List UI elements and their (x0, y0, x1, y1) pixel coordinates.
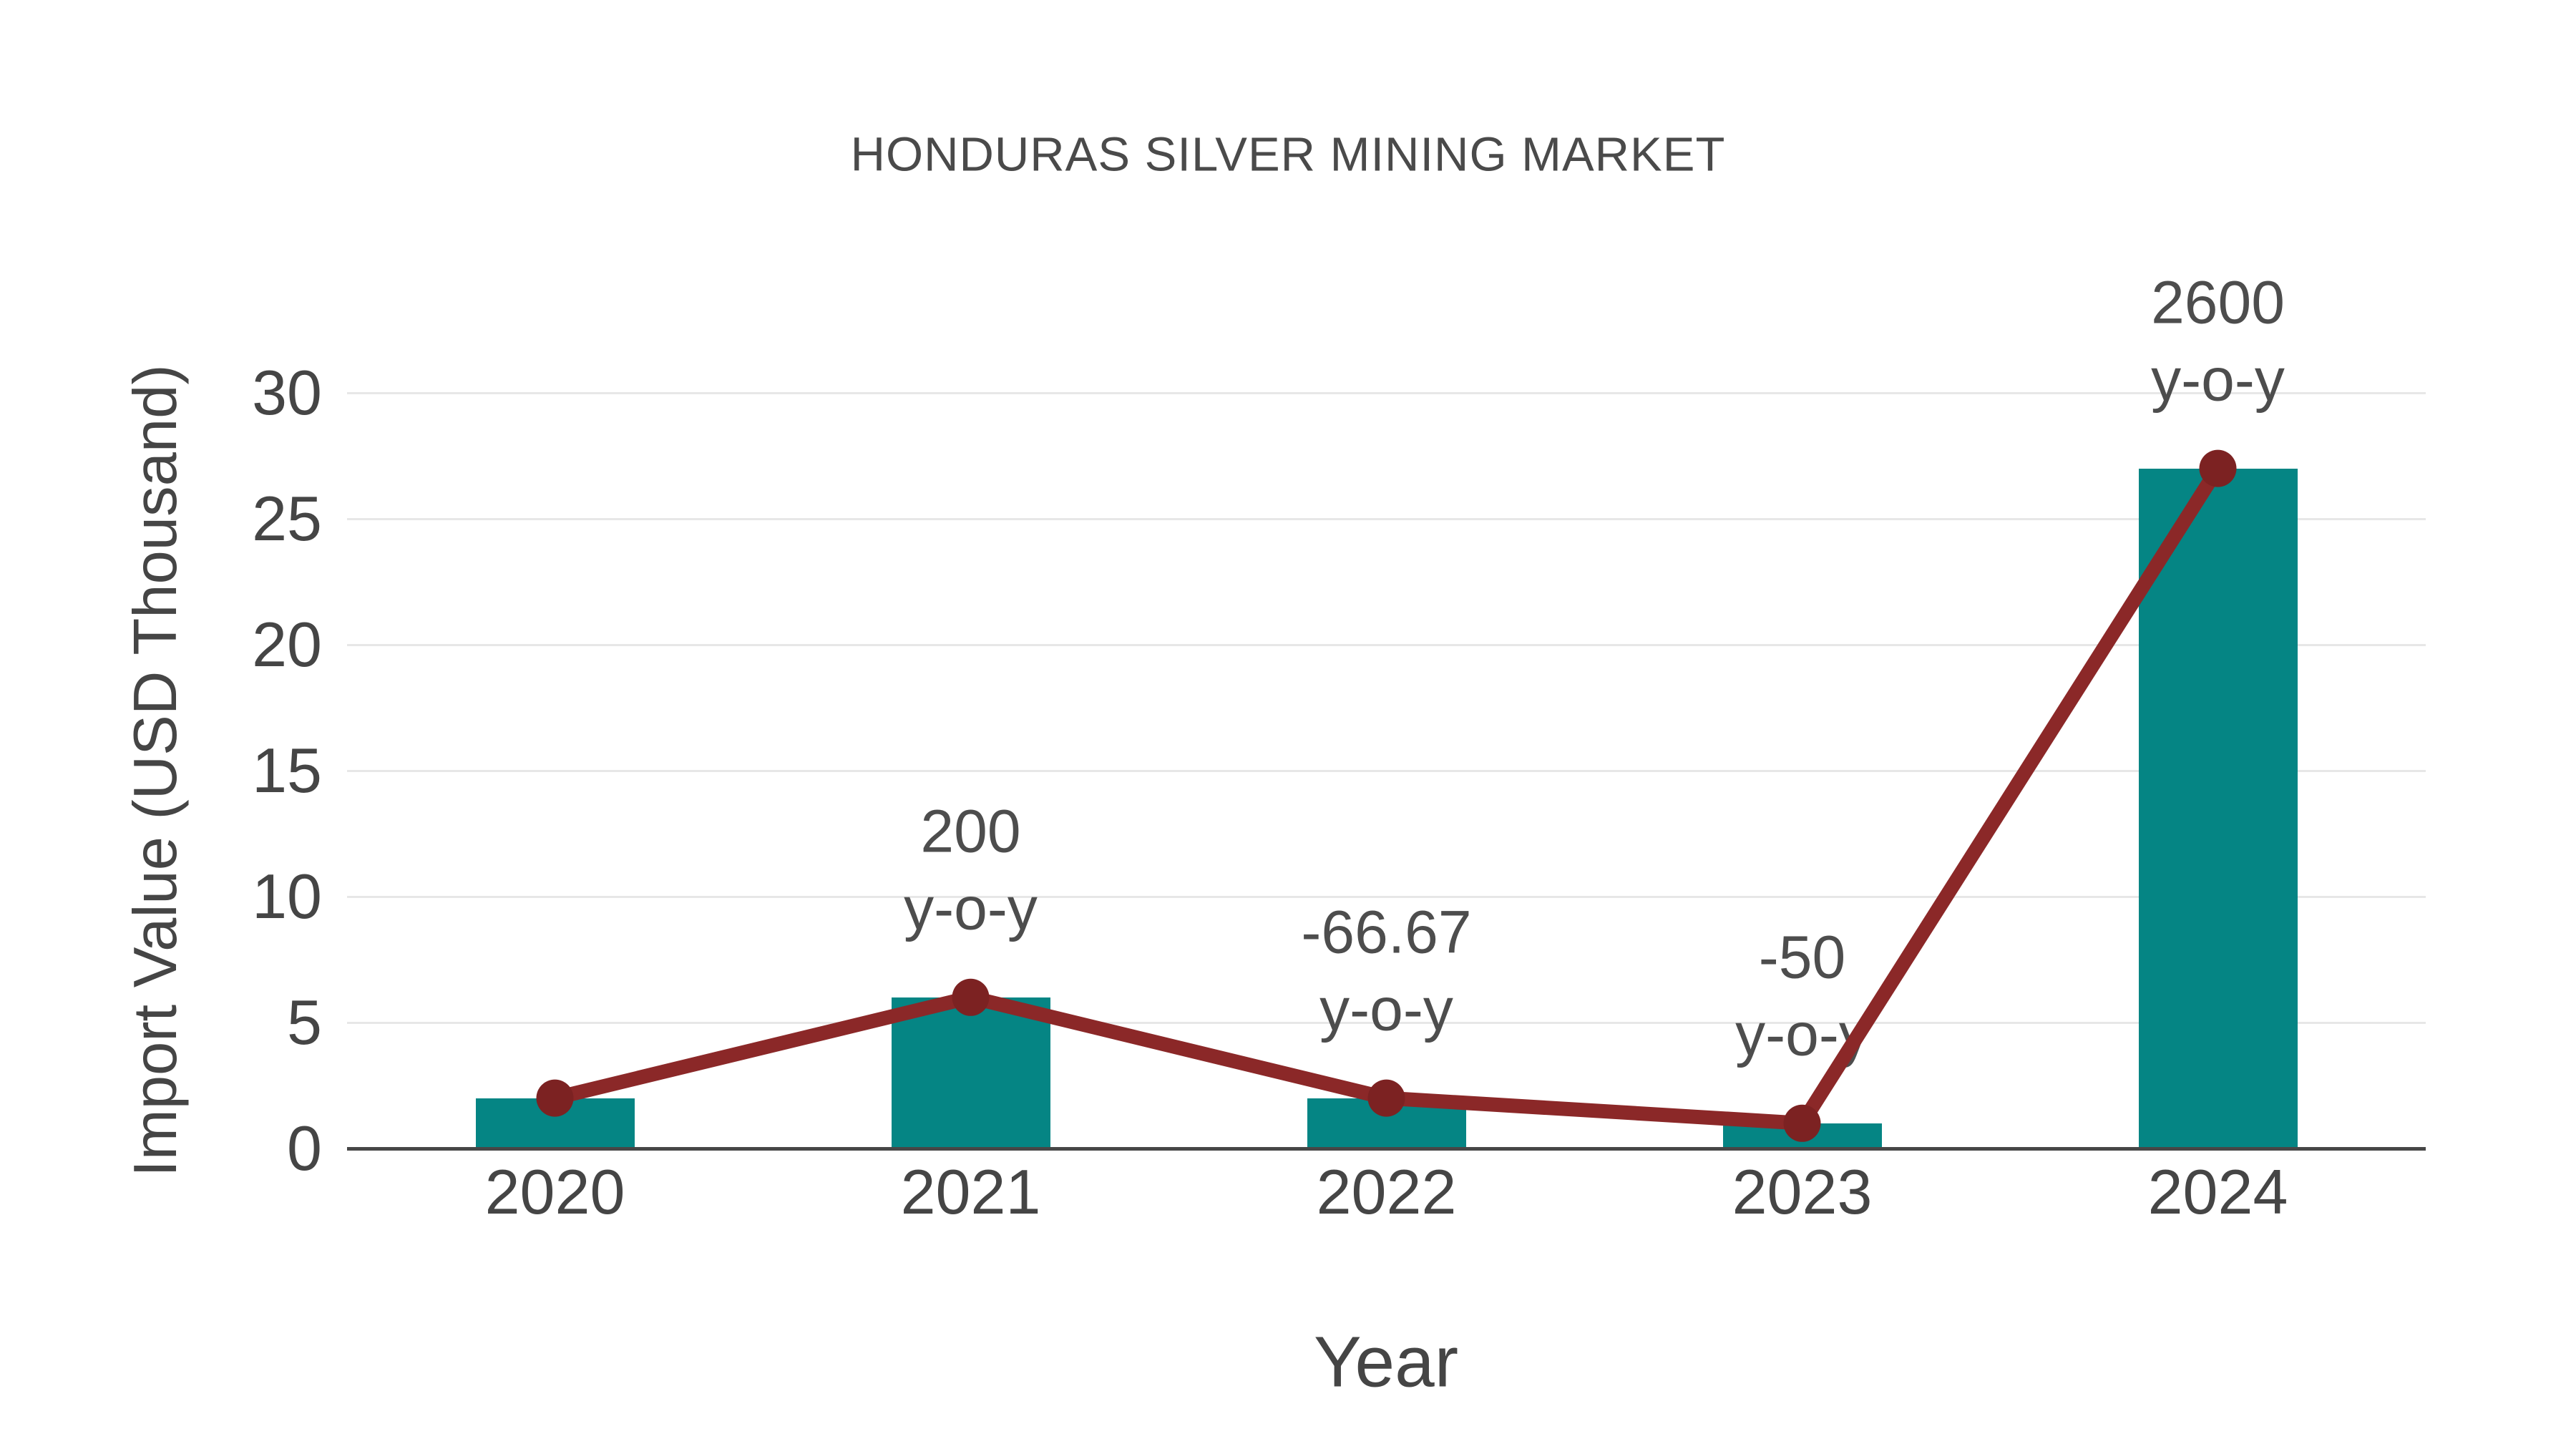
annotation-value-2021: 200 (920, 797, 1021, 865)
gridline-y-15 (347, 769, 2426, 772)
y-tick-label-10: 10 (252, 861, 322, 932)
annotation-suffix-2024: y-o-y (2151, 346, 2285, 414)
annotation-value-2024: 2600 (2151, 268, 2285, 336)
annotation-suffix-2023: y-o-y (1735, 1000, 1869, 1068)
gridline-y-25 (347, 517, 2426, 520)
bar-2023 (1722, 1123, 1882, 1148)
annotation-suffix-2021: y-o-y (904, 874, 1038, 942)
gridline-y-30 (347, 391, 2426, 394)
bar-2022 (1307, 1098, 1466, 1148)
bar-2024 (2138, 468, 2298, 1148)
x-axis-line (347, 1146, 2426, 1151)
y-tick-label-25: 25 (252, 483, 322, 554)
y-tick-label-15: 15 (252, 735, 322, 806)
annotation-suffix-2022: y-o-y (1319, 975, 1453, 1043)
y-tick-label-20: 20 (252, 609, 322, 680)
x-tick-label-2021: 2021 (900, 1156, 1041, 1227)
x-tick-label-2022: 2022 (1316, 1156, 1457, 1227)
y-tick-label-5: 5 (287, 987, 322, 1058)
y-tick-label-0: 0 (287, 1113, 322, 1184)
bar-2020 (475, 1098, 635, 1148)
x-tick-label-2024: 2024 (2147, 1156, 2288, 1227)
x-tick-label-2023: 2023 (1732, 1156, 1873, 1227)
chart-title: HONDURAS SILVER MINING MARKET (850, 127, 1726, 182)
y-tick-label-30: 30 (252, 357, 322, 428)
annotation-value-2023: -50 (1758, 923, 1846, 991)
bar-2021 (891, 997, 1050, 1148)
x-tick-label-2020: 2020 (484, 1156, 625, 1227)
gridline-y-20 (347, 643, 2426, 646)
annotation-value-2022: -66.67 (1301, 898, 1472, 966)
x-axis-title: Year (1313, 1322, 1459, 1402)
